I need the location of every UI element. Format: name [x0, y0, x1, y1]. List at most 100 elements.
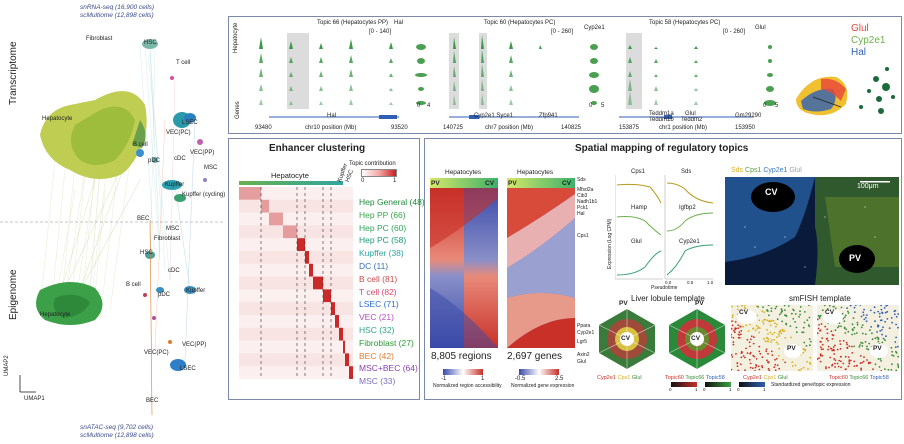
fish-dot: [778, 333, 780, 335]
heatmap-row: [239, 327, 353, 341]
heatmap-block: [309, 263, 313, 277]
fish-dot: [771, 333, 774, 336]
fish-dot: [884, 368, 886, 370]
track3-gene-label: Teddm1a: [649, 111, 674, 117]
cluster-label: Fibroblast (27): [359, 337, 414, 348]
lob2-pv: PV: [695, 300, 704, 307]
fish-dot: [770, 307, 773, 310]
scalebar-label: 100μm: [857, 183, 879, 190]
hm1-title: Hepatocytes: [445, 169, 482, 176]
track3-axis1: 5: [775, 103, 779, 109]
fish-dot: [867, 361, 870, 364]
hm2-count: 2,697 genes: [507, 351, 563, 362]
track2-gene-label: Cyp2e1 Syce1: [474, 113, 514, 119]
std-bar-green: [705, 382, 731, 387]
cluster-label: Hep PC (60): [359, 222, 407, 233]
label-transcriptome: Transcriptome: [8, 41, 19, 105]
fish-dot: [761, 310, 764, 312]
fish-dot: [769, 324, 772, 327]
sm2-cv: CV: [825, 309, 835, 316]
umap-label: HSC: [140, 250, 153, 256]
lobule-template-1: [598, 309, 656, 369]
fish-dot: [894, 341, 897, 343]
fish-dot: [767, 305, 770, 307]
fish-dot: [863, 356, 865, 358]
fish-dot: [890, 369, 893, 371]
fish-dot: [846, 307, 848, 309]
fish-dot: [881, 329, 883, 331]
fish-dot: [877, 340, 880, 343]
fish-dot: [819, 353, 822, 356]
fish-dot: [774, 369, 777, 371]
fish-dot: [750, 335, 753, 338]
fish-dot: [784, 314, 786, 317]
legend-item: Topic58: [705, 375, 725, 381]
fish-dot: [878, 312, 881, 315]
fish-dot: [802, 351, 805, 354]
umap-bottom-line2: scMultiome (12,898 cells): [80, 432, 154, 439]
track3-gene-label5: Gm29290: [735, 113, 762, 119]
umap-label: BEC: [146, 398, 159, 404]
fish-dot: [831, 338, 834, 340]
fish-dot: [865, 320, 868, 323]
fish-dot: [752, 327, 755, 330]
umap-label: Hepatocyte: [40, 312, 71, 318]
fish-dot: [731, 327, 733, 330]
fish-dot: [853, 326, 856, 329]
umap-label: VEC(PC): [144, 350, 169, 356]
fish-dot: [734, 321, 737, 323]
fish-dot: [763, 337, 765, 340]
fish-dot: [861, 342, 864, 344]
gene-name: Glul: [577, 359, 586, 365]
heatmap-block: [313, 276, 323, 290]
fish-dot: [897, 313, 899, 315]
fish-dot: [807, 324, 810, 326]
gene-name: Mfsd2a: [577, 187, 594, 193]
pseudotime-gene: Glul: [631, 239, 642, 245]
fish-dot: [844, 332, 847, 334]
fish-dot: [829, 347, 832, 350]
fish-dot: [890, 317, 893, 319]
fish-title: Sds Cps1 Cyp2e1 Glul: [731, 167, 802, 174]
fish-dot: [826, 328, 829, 331]
fish-dot: [827, 345, 830, 348]
fish-dot: [881, 333, 883, 336]
fish-dot: [761, 320, 764, 323]
fish-dot: [746, 338, 749, 341]
fish-dot: [891, 321, 893, 324]
fish-dot: [736, 365, 739, 367]
fish-dot: [880, 308, 883, 311]
fish-dot: [869, 329, 871, 332]
fish-dot: [845, 341, 848, 344]
std-tick: 0: [669, 387, 672, 392]
fish-dot: [851, 345, 853, 348]
fish-dot: [853, 306, 856, 309]
gene-list-top: Sds Mfsd2a Cib3 Nadh1b1 Pck1 Hal: [577, 177, 597, 217]
track1-chr: chr10 position (Mb): [305, 125, 357, 131]
fish-dot: [866, 359, 868, 361]
fish-dot: [747, 330, 750, 332]
fish-dot: [762, 322, 765, 325]
fish-dot: [770, 310, 773, 312]
umap-label: MSC: [204, 165, 218, 171]
fish-dot: [840, 306, 843, 309]
fish-dot: [802, 348, 805, 350]
tracks-panel: Hepatocyte Genes Topic 66 (Hepatocytes P…: [228, 16, 902, 134]
fish-dot: [790, 336, 792, 339]
fish-dot: [795, 331, 798, 334]
gene-name: Cps1: [577, 233, 589, 239]
fish-dot: [856, 321, 859, 324]
fish-dot: [895, 315, 898, 318]
fish-dot: [847, 365, 850, 368]
fish-dot: [855, 364, 858, 367]
fish-dot: [808, 325, 811, 328]
fish-dot: [817, 314, 820, 317]
cluster-label: LSEC (71): [359, 299, 399, 310]
fish-dot: [844, 314, 847, 317]
fish-dot: [778, 367, 781, 370]
inset-umap: [796, 67, 895, 116]
cluster-label: Hep General (48): [359, 197, 425, 207]
track1-range: [0 - 140]: [369, 29, 392, 35]
fish-dot: [865, 316, 867, 319]
fish-dot: [897, 365, 899, 367]
